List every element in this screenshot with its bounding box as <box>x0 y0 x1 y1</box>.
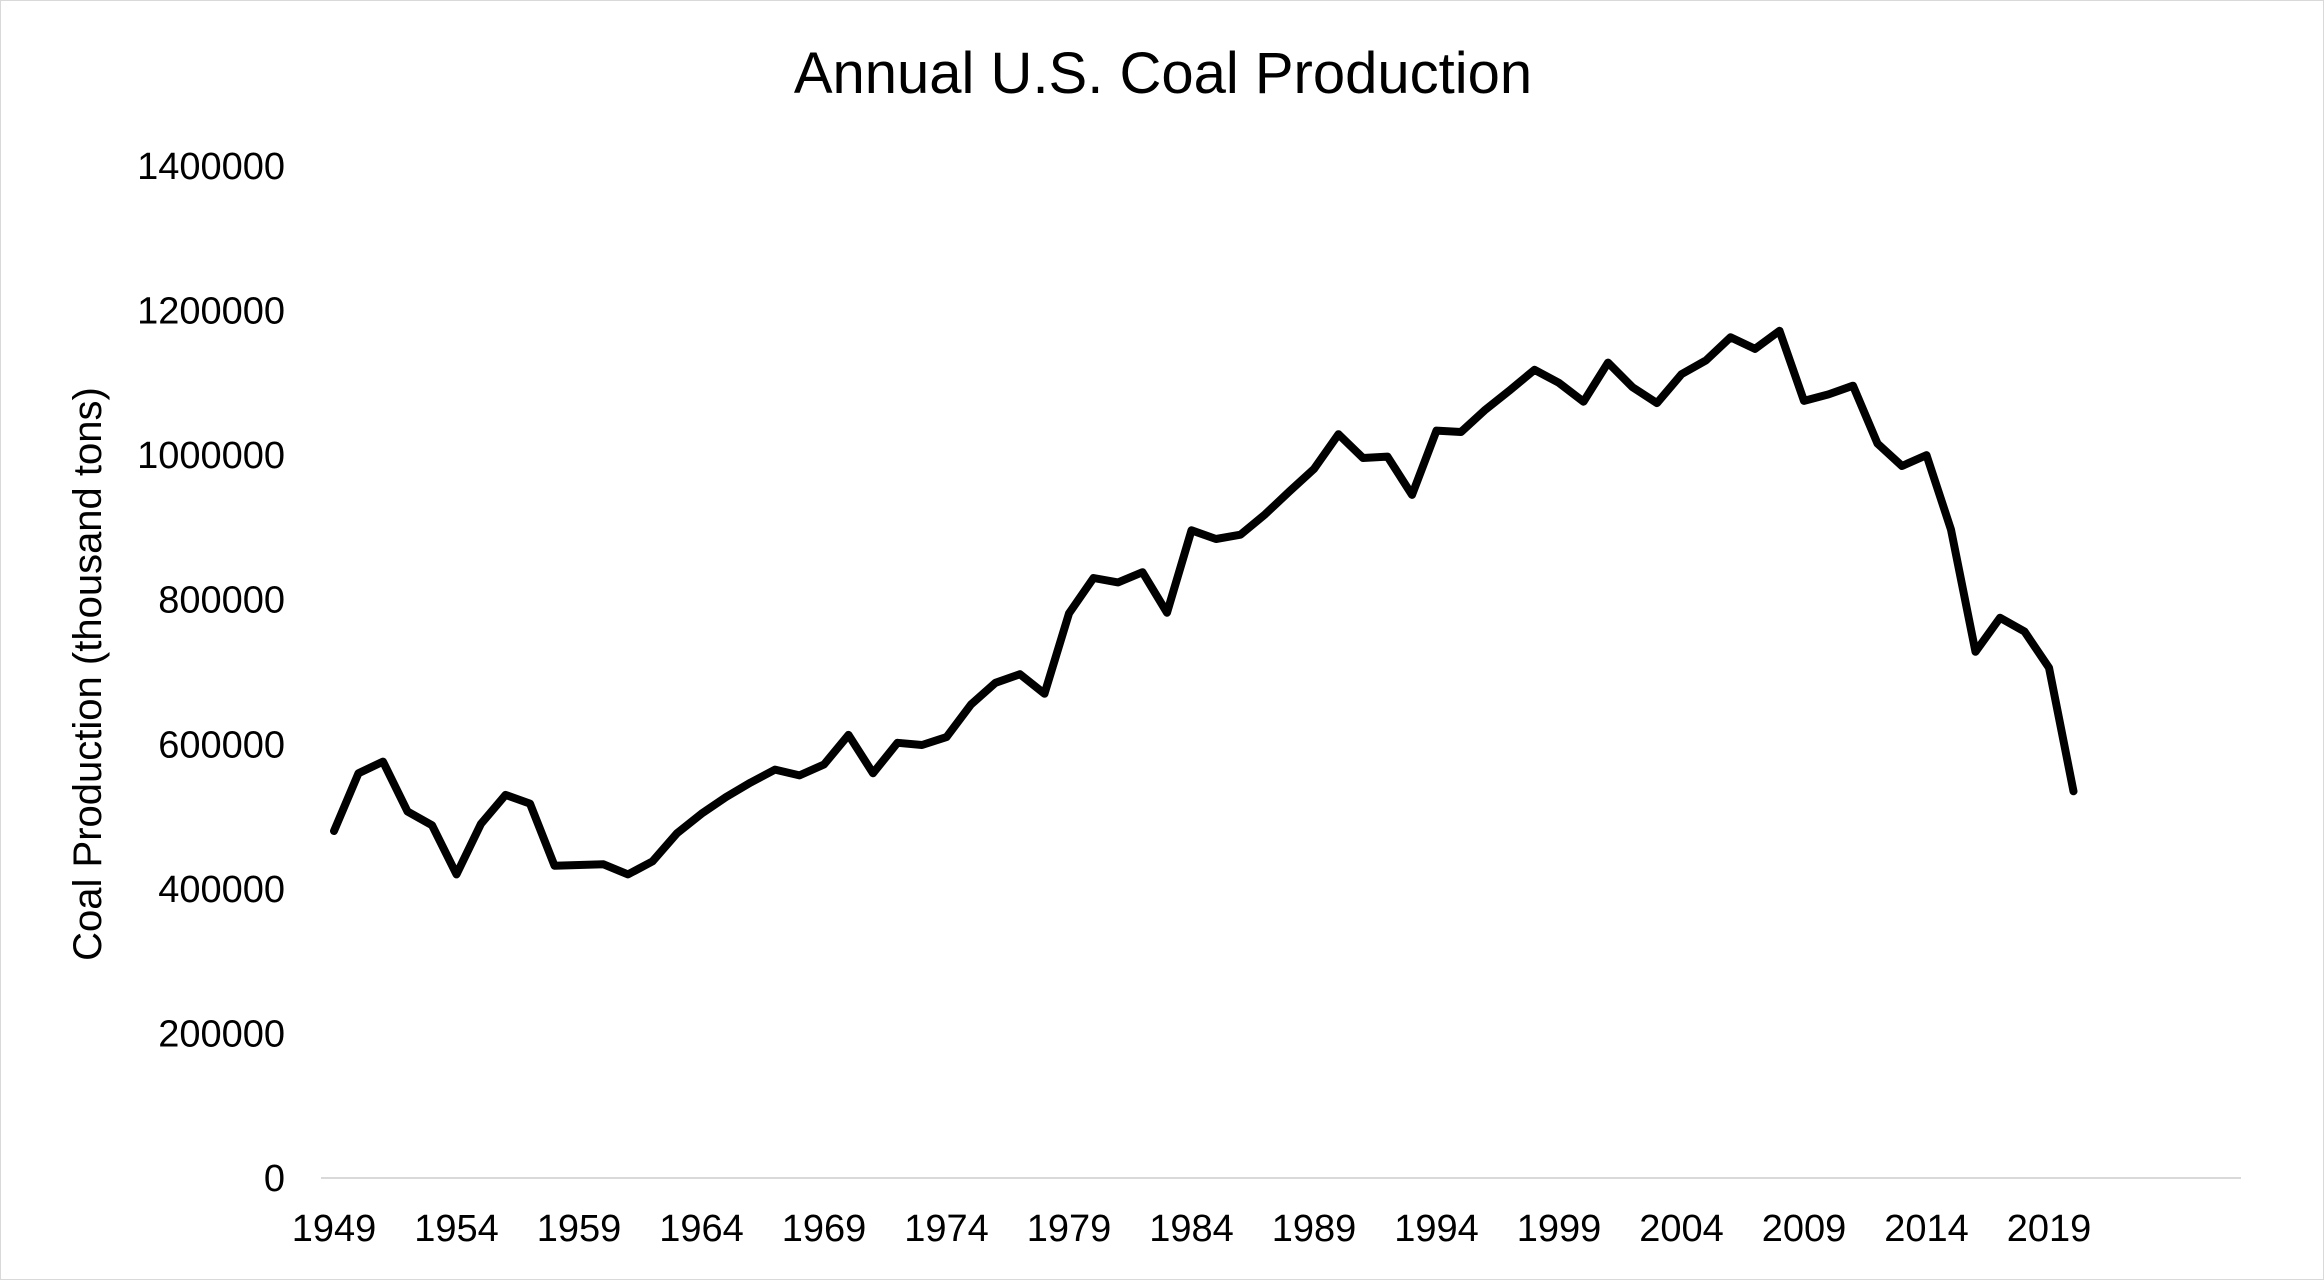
y-tick-label: 1400000 <box>137 146 285 188</box>
y-tick-label: 600000 <box>158 724 285 766</box>
x-tick-label: 1959 <box>537 1208 622 1250</box>
y-tick-label: 1200000 <box>137 291 285 333</box>
x-tick-label: 1984 <box>1149 1208 1234 1250</box>
x-tick-label: 2019 <box>2007 1208 2092 1250</box>
x-tick-label: 1974 <box>904 1208 989 1250</box>
y-tick-label: 0 <box>264 1158 285 1200</box>
x-tick-label: 1954 <box>414 1208 499 1250</box>
chart-title: Annual U.S. Coal Production <box>794 41 1532 106</box>
series-layer <box>330 326 2078 879</box>
y-tick-label: 1000000 <box>137 435 285 477</box>
x-tick-label: 1949 <box>292 1208 377 1250</box>
x-tick-label: 2014 <box>1884 1208 1969 1250</box>
y-tick-label: 400000 <box>158 869 285 911</box>
y-tick-label: 200000 <box>158 1013 285 1055</box>
y-axis-ticks: 0 200000 400000 600000 800000 1000000 1200000 1… <box>137 146 285 1200</box>
x-tick-label: 1979 <box>1027 1208 1112 1250</box>
x-tick-label: 1994 <box>1394 1208 1479 1250</box>
x-tick-label: 2009 <box>1762 1208 1847 1250</box>
y-axis-title: Coal Production (thousand tons) <box>66 387 110 961</box>
x-axis-ticks: 1949 1954 1959 1964 1969 1974 1979 1984 1989 1994… <box>292 1208 2092 1250</box>
x-tick-label: 1964 <box>659 1208 744 1250</box>
x-tick-label: 1999 <box>1517 1208 1602 1250</box>
x-tick-label: 1969 <box>782 1208 867 1250</box>
x-tick-label: 2004 <box>1639 1208 1724 1250</box>
series-line <box>330 326 2078 879</box>
y-tick-label: 800000 <box>158 580 285 622</box>
x-tick-label: 1989 <box>1272 1208 1357 1250</box>
